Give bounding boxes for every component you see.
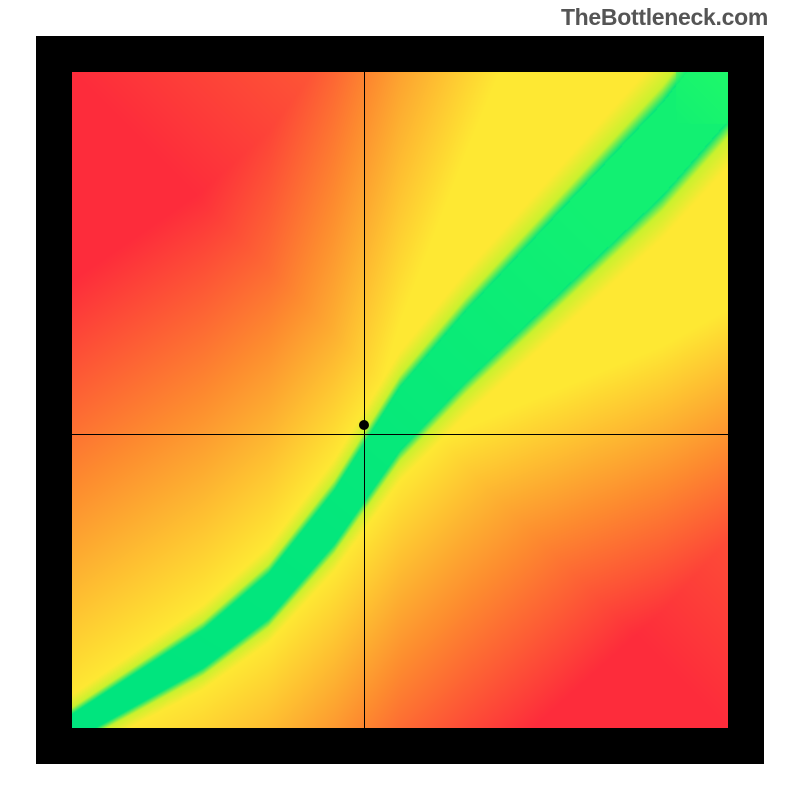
chart-container: TheBottleneck.com (0, 0, 800, 800)
data-point-marker (359, 420, 369, 430)
crosshair-horizontal (72, 434, 728, 435)
plot-frame (36, 36, 764, 764)
heatmap-canvas (72, 72, 728, 728)
heatmap-plot (72, 72, 728, 728)
watermark-text: TheBottleneck.com (561, 4, 768, 31)
crosshair-vertical (364, 72, 365, 728)
